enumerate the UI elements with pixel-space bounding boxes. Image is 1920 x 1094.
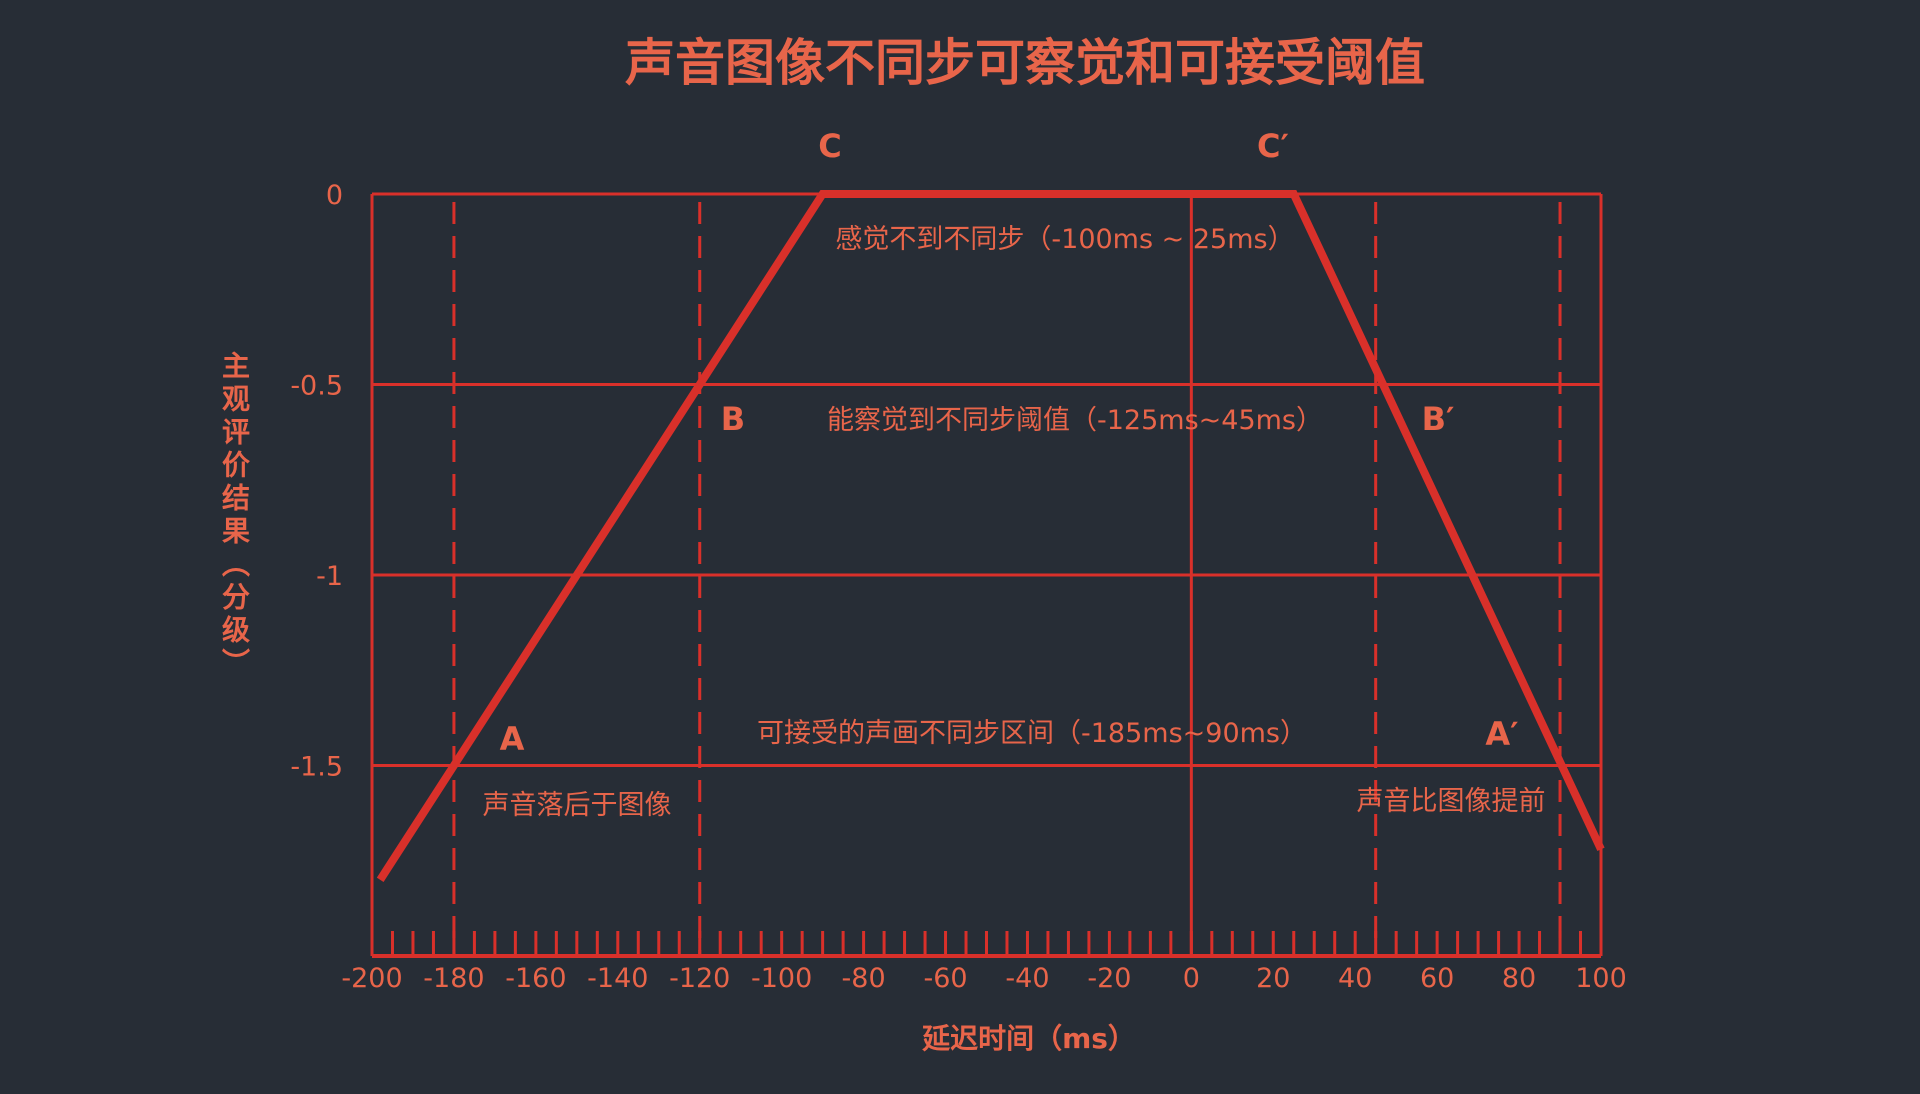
point-label-a: A xyxy=(500,720,525,758)
y-axis-label-char: ︵ xyxy=(222,548,250,581)
point-label-c: C xyxy=(818,127,841,165)
series xyxy=(376,190,1605,882)
chart-title: 声音图像不同步可察觉和可接受阈值 xyxy=(625,34,1425,92)
annotation-audio-leads: 声音比图像提前 xyxy=(1357,786,1546,817)
x-tick-label: -60 xyxy=(923,963,967,994)
y-tick-label: -0.5 xyxy=(290,371,343,402)
annotation-perceptible: 能察觉到不同步阈值（-125ms~45ms） xyxy=(827,405,1323,436)
y-tick-labels: 0 -0.5 -1 -1.5 xyxy=(290,180,343,783)
y-axis-label-char: 评 xyxy=(222,416,250,449)
y-axis-label-char: 级 xyxy=(222,614,250,647)
y-axis-label-char: 观 xyxy=(222,383,250,416)
point-label-c-prime: C′ xyxy=(1257,127,1289,165)
y-axis-label-char: 果 xyxy=(222,515,250,548)
x-minor-ticks xyxy=(390,931,1583,956)
annotation-imperceptible: 感觉不到不同步（-100ms ~ 25ms） xyxy=(835,224,1294,255)
point-label-b: B xyxy=(721,400,745,438)
x-tick-label: 60 xyxy=(1420,963,1454,994)
y-axis-label-char: 价 xyxy=(222,449,251,482)
x-tick-label: -140 xyxy=(587,963,648,994)
y-tick-label: 0 xyxy=(326,180,343,211)
y-tick-label: -1.5 xyxy=(290,752,343,783)
x-tick-label: -160 xyxy=(505,963,566,994)
x-tick-label: -200 xyxy=(341,963,402,994)
x-tick-label: -120 xyxy=(669,963,730,994)
y-tick-label: -1 xyxy=(316,561,343,592)
annotation-acceptable: 可接受的声画不同步区间（-185ms~90ms） xyxy=(757,718,1307,749)
y-axis-label-char: 主 xyxy=(222,350,250,383)
x-tick-label: -80 xyxy=(842,963,886,994)
x-tick-label: -40 xyxy=(1005,963,1049,994)
y-axis-label-char: 分 xyxy=(222,581,250,614)
x-tick-label: 100 xyxy=(1575,963,1627,994)
x-tick-label: 40 xyxy=(1338,963,1372,994)
x-tick-label: 80 xyxy=(1502,963,1536,994)
x-axis-label: 延迟时间（ms） xyxy=(921,1022,1136,1055)
x-tick-labels: -200 -180 -160 -140 -120 -100 -80 -60 -40 -20 0 20 4… xyxy=(341,963,1626,994)
x-tick-label: 20 xyxy=(1256,963,1290,994)
point-label-a-prime: A′ xyxy=(1485,715,1518,753)
x-tick-label: -100 xyxy=(751,963,812,994)
x-tick-label: 0 xyxy=(1183,963,1200,994)
x-tick-label: -20 xyxy=(1087,963,1131,994)
y-axis-label-char: 结 xyxy=(222,482,250,515)
y-axis-label: 主观评价结果︵分级︶ xyxy=(222,350,251,680)
grid xyxy=(370,192,1603,958)
x-tick-label: -180 xyxy=(423,963,484,994)
y-axis-label-char: ︶ xyxy=(222,647,250,680)
point-label-b-prime: B′ xyxy=(1422,400,1455,438)
series-line xyxy=(376,190,1605,882)
annotation-audio-lags: 声音落后于图像 xyxy=(483,790,672,821)
